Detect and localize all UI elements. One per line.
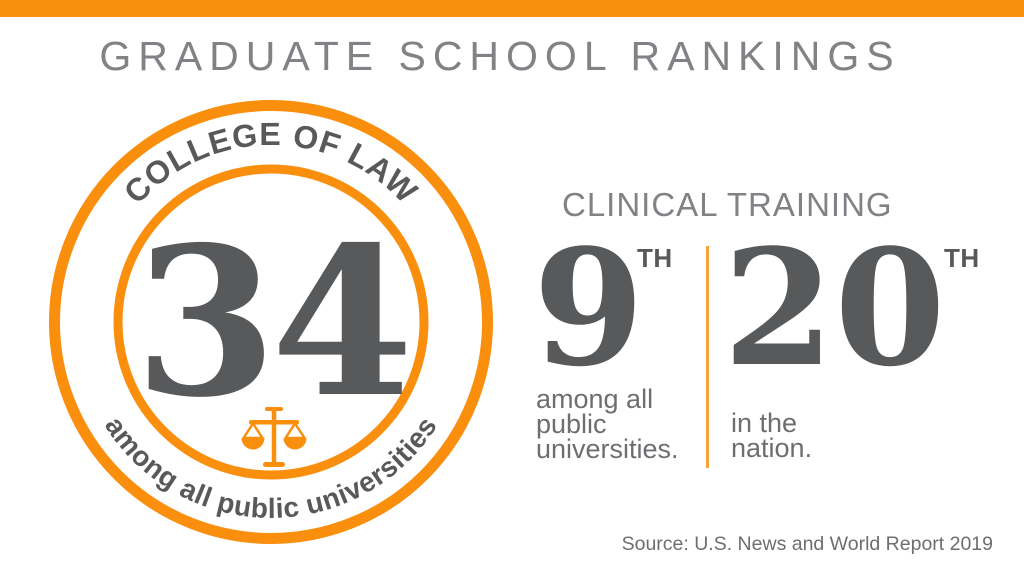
page-title: GRADUATE SCHOOL RANKINGS bbox=[99, 33, 901, 79]
stat-description-line: public bbox=[536, 409, 607, 439]
source-attribution: Source: U.S. News and World Report 2019 bbox=[621, 533, 993, 555]
stat-suffix-ninth: TH bbox=[637, 243, 673, 273]
badge-rank-number: 34 bbox=[134, 203, 407, 443]
badge-outer-ring bbox=[49, 100, 493, 544]
stat-description-line: in the bbox=[731, 408, 798, 438]
top-accent-bar bbox=[0, 0, 1024, 17]
stat-value-ninth: 9 bbox=[533, 214, 645, 402]
stat-description-line: universities. bbox=[536, 434, 679, 464]
stat-description-ninth: among all public universities. bbox=[536, 384, 679, 464]
college-of-law-badge: COLLEGE OF LAW among all public universi… bbox=[49, 100, 493, 544]
badge-inner-ring bbox=[113, 164, 429, 480]
scales-of-justice-icon bbox=[241, 407, 307, 467]
stat-description-twentieth: in the nation. bbox=[731, 408, 813, 463]
stat-description-line: nation. bbox=[731, 433, 813, 463]
stat-suffix-twentieth: TH bbox=[944, 243, 980, 273]
stat-value-twentieth: 20 bbox=[723, 214, 946, 402]
stat-description-line: among all bbox=[536, 384, 654, 414]
stat-divider-line bbox=[706, 246, 709, 468]
clinical-training-heading: CLINICAL TRAINING bbox=[562, 186, 893, 223]
